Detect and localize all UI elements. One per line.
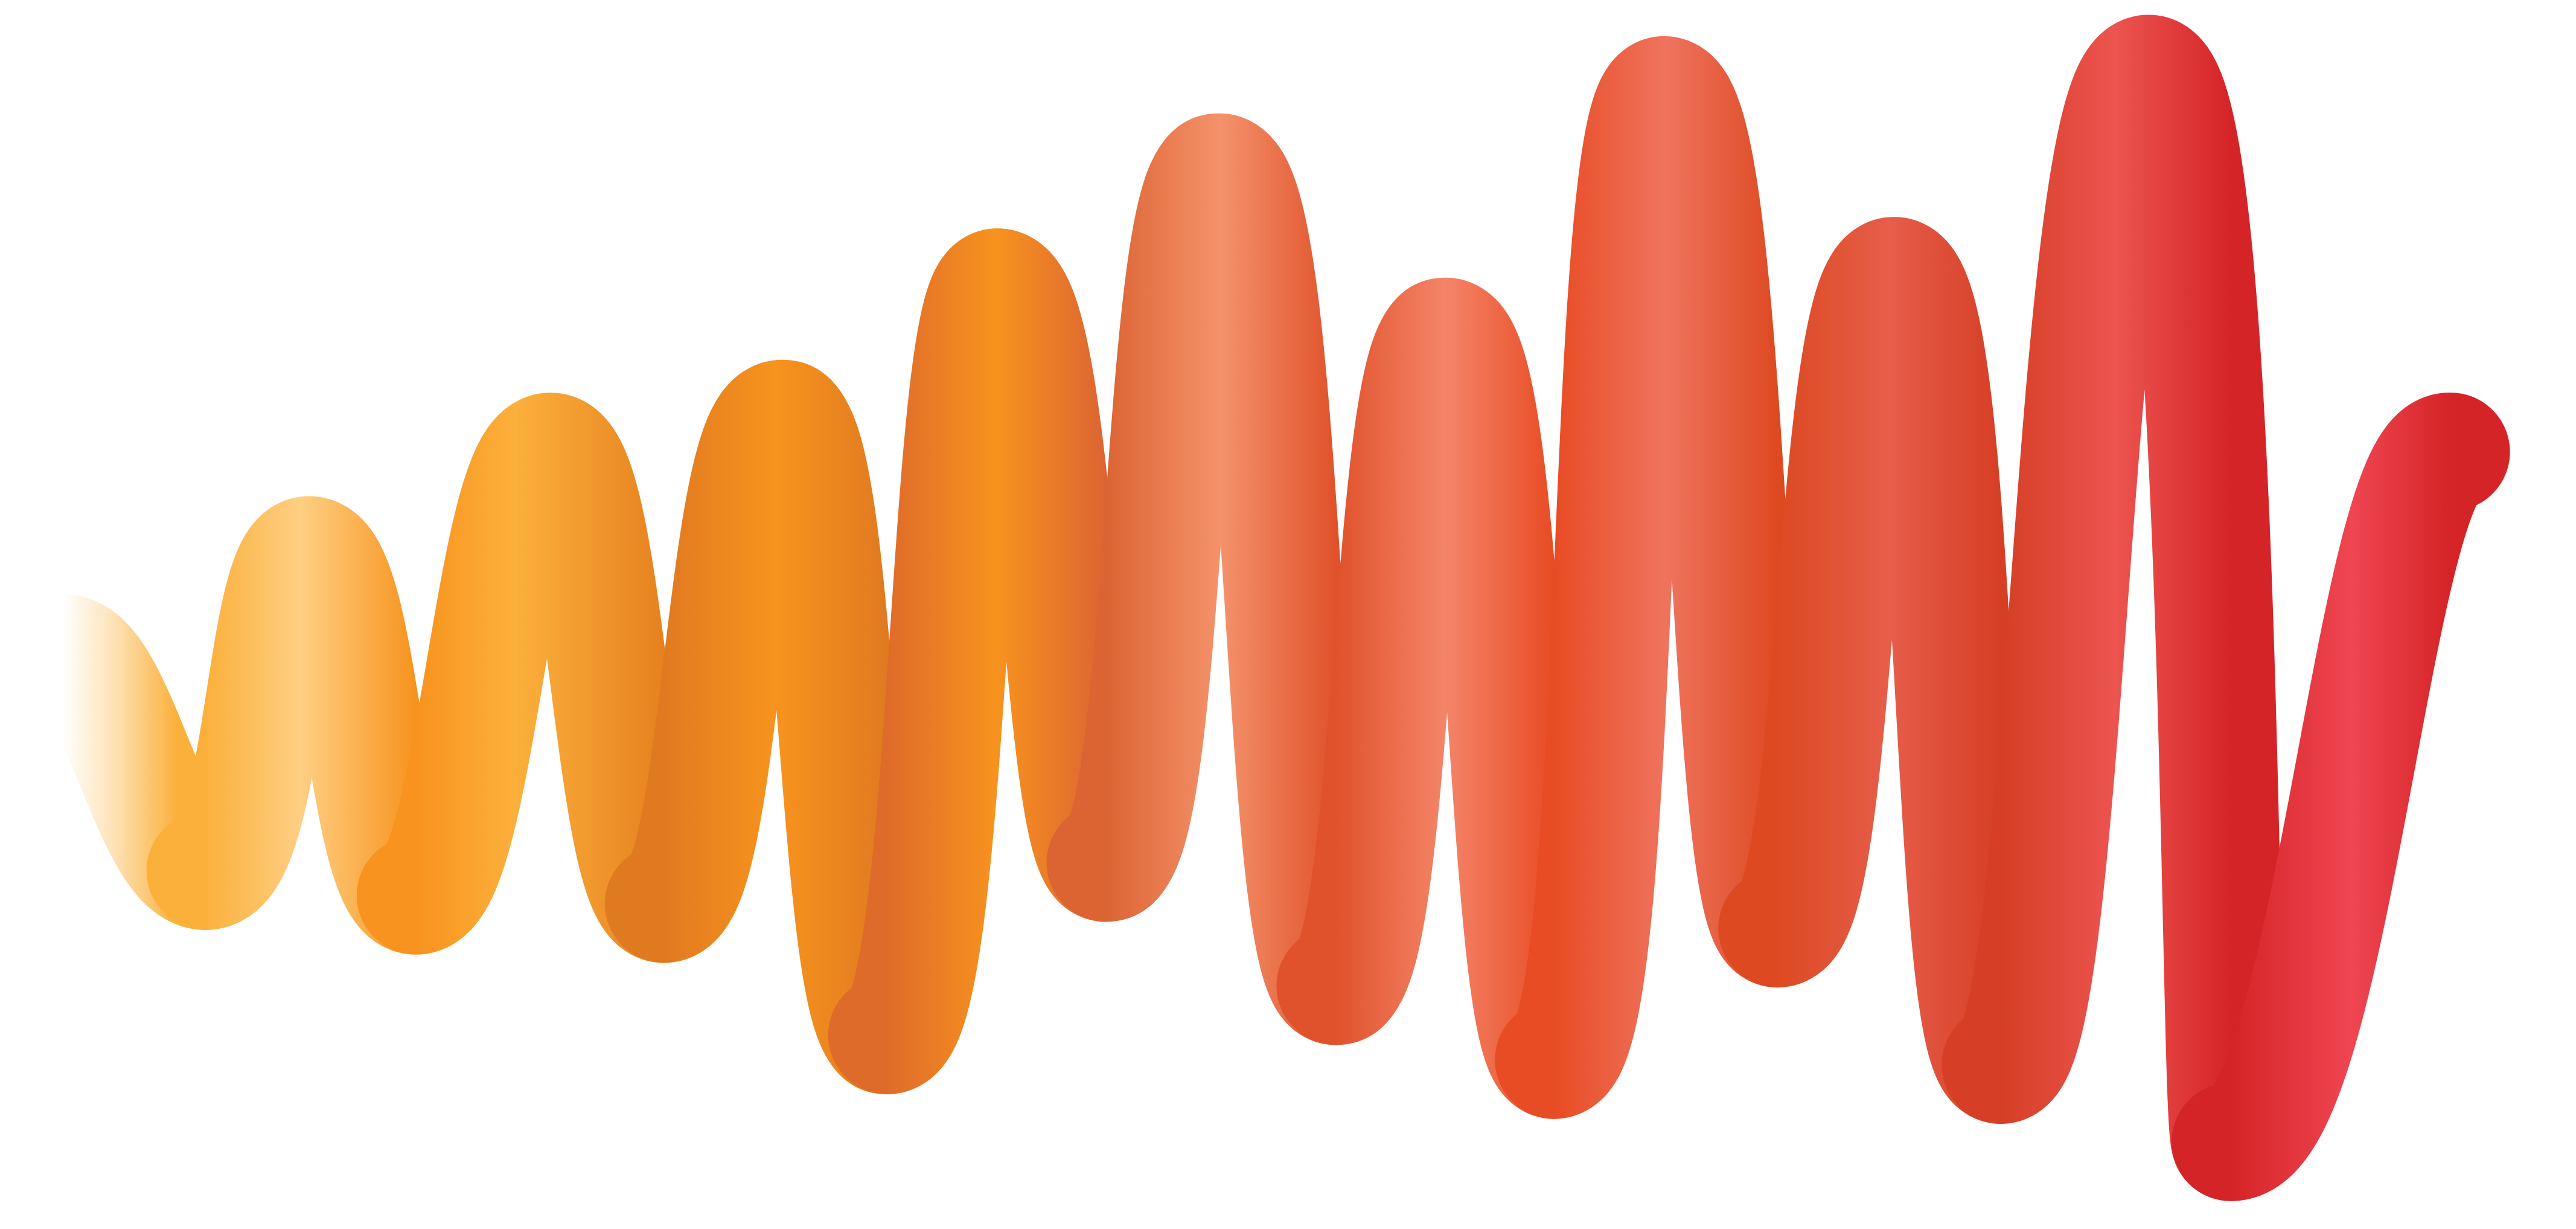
wave-segment bbox=[828, 228, 1165, 1094]
wave-segment bbox=[1046, 113, 1395, 1045]
wave-segment bbox=[1495, 36, 1837, 1119]
wave-segment bbox=[1718, 217, 2060, 1124]
wave-segment bbox=[356, 393, 723, 963]
wave-segment bbox=[604, 359, 947, 1094]
wave-segment bbox=[1942, 14, 2290, 1201]
wave-segment bbox=[146, 496, 475, 955]
wave-segment bbox=[1276, 277, 1614, 1119]
wave-segment bbox=[2172, 393, 2510, 1201]
